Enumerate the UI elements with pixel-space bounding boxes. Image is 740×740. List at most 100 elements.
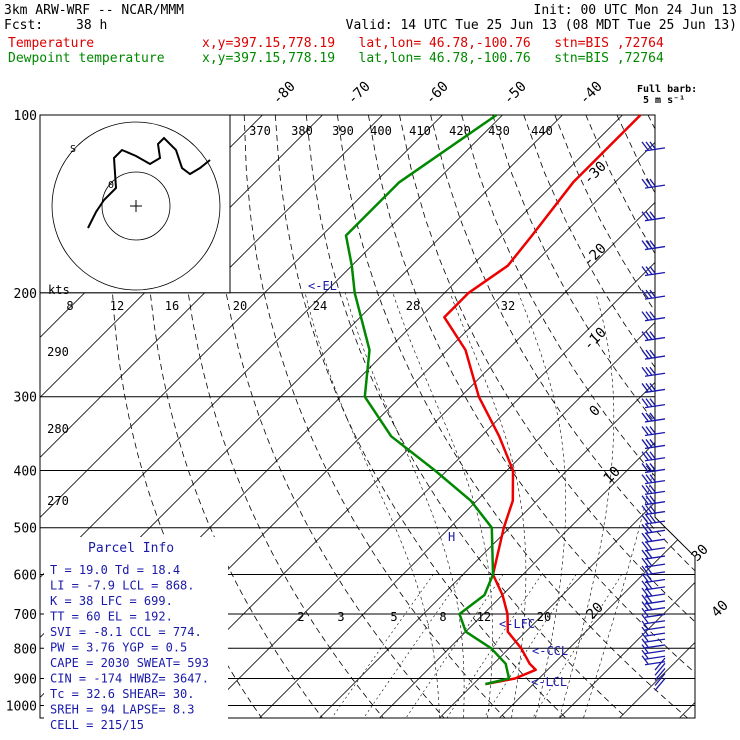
dewpoint-line [344,113,511,686]
isotherm-label--30: -30 [581,159,610,188]
temperature-legend-info: x,y=397.15,778.19 lat,lon= 46.78,-100.76… [202,36,664,51]
ring-label-28: 28 [406,299,420,313]
mixing-ratio-20 [532,574,622,718]
wind-barb-flag [645,532,653,542]
dewpoint-legend-label: Dewpoint temperature [8,51,165,66]
pressure-label-900: 900 [14,672,37,687]
wind-barb-flag [641,532,649,542]
moist-adiabat-34 [583,292,674,718]
hodo-ring-inner [101,171,171,241]
hodo-ring-outer [51,121,221,291]
isotherm-label-30: 30 [689,542,712,565]
barb-legend-title: Full barb: [637,84,697,95]
wind-barb-flag [645,349,653,359]
isotherm-0 [379,115,695,718]
h-label: H [448,530,455,544]
pressure-label-600: 600 [14,568,37,583]
wind-barb-flag [641,463,649,472]
wind-barb-flag [649,505,657,514]
wind-barb [644,632,666,637]
mixing-ratio-2 [331,574,434,718]
moist-adiabat-22 [449,292,527,718]
mixing-label-2: 2 [297,610,304,624]
wind-barb [644,571,666,576]
pressure-label-300: 300 [14,391,37,406]
wind-barb-flag [641,649,649,659]
wind-barb [654,673,666,686]
ccl-label: <-CCL [532,644,568,658]
wind-barb-flag [645,211,653,221]
wind-barb-flag [645,549,653,559]
wind-barb-flag [645,484,653,494]
wind-barb [644,644,666,649]
isotherm-label--60: -60 [423,79,452,108]
parcel-row: K = 38 LFC = 699. [50,594,173,608]
parcel-title: Parcel Info [88,541,174,556]
wind-barb-flag [641,240,649,249]
wind-barb-flag [649,426,657,435]
wind-barb [644,547,666,552]
wind-barb-flag [649,141,657,151]
wind-barb-flag [641,141,649,151]
wind-barb-flag [645,331,653,340]
wind-barb-flag [641,655,649,665]
theta-label-430: 430 [488,124,510,138]
pressure-label-800: 800 [14,642,37,657]
wind-barb-flag [649,266,657,275]
barb-legend-units: 5 m s⁻¹ [643,95,685,106]
temperature-line [443,114,642,686]
dry-adiabat-300 [274,115,567,718]
isotherm-label-0: 0 [587,403,604,420]
isotherm-20 [499,115,695,718]
wind-barb-flag [649,383,657,392]
wind-barb-flag [649,398,657,408]
hodo-point-label: 0 [108,180,114,191]
theta-label-380: 380 [291,124,313,138]
wind-barb [644,650,666,655]
wind-barb-flag [645,289,653,299]
dry-adiabat-330 [368,115,695,718]
wind-barb [644,555,666,560]
wind-barb-flag [641,178,649,188]
isotherm--30 [199,115,695,718]
wind-barb [644,586,666,591]
wind-barb-flag [641,474,649,484]
wind-barb-flag [641,626,649,636]
parcel-row: LI = -7.9 LCL = 868. [50,579,195,593]
parcel-info: <-EL <-LFC <-CCL <-LCL H Parcel Info T = 19.0 … [44,279,568,732]
wind-barb-flag [641,266,649,275]
wind-barb [644,538,666,543]
wind-barb [644,563,666,568]
theta-low-label-270: 270 [47,494,69,508]
mixing-label-20: 20 [537,610,551,624]
wind-barb-flag [641,632,649,642]
wind-barb [644,600,666,605]
isotherm-label-20: 20 [584,600,607,623]
wind-barb-flag [641,349,649,359]
kts-label: kts [48,283,70,297]
wind-barb [644,638,666,643]
hodo-dir-label: S [70,144,76,155]
isotherm-label--50: -50 [501,79,530,108]
wind-barb-flag [641,573,649,582]
wind-barb-flag [641,383,649,392]
isotherm--80 [40,115,503,718]
isotherm-50 [679,115,695,718]
moist-adiabat-14 [344,292,465,718]
wind-barb-flag [645,573,653,582]
dry-adiabat-270 [179,115,384,718]
wind-barb-flag [649,178,657,188]
dewpoint-legend-info: x,y=397.15,778.19 lat,lon= 46.78,-100.76… [202,51,664,66]
isotherm--40 [139,115,695,718]
pressure-label-100: 100 [14,109,37,124]
lcl-label: <-LCL [531,675,567,689]
isotherm-label-40: 40 [709,598,732,621]
wind-barb-flag [649,412,657,422]
dry-adiabat-430 [678,115,695,718]
wind-barb [644,607,666,612]
moist-adiabat-18 [392,292,493,718]
hodograph-box [39,114,231,294]
parcel-row: PW = 3.76 YGP = 0.5 [50,641,187,655]
isotherm--20 [259,115,695,718]
wind-barb [644,529,666,534]
